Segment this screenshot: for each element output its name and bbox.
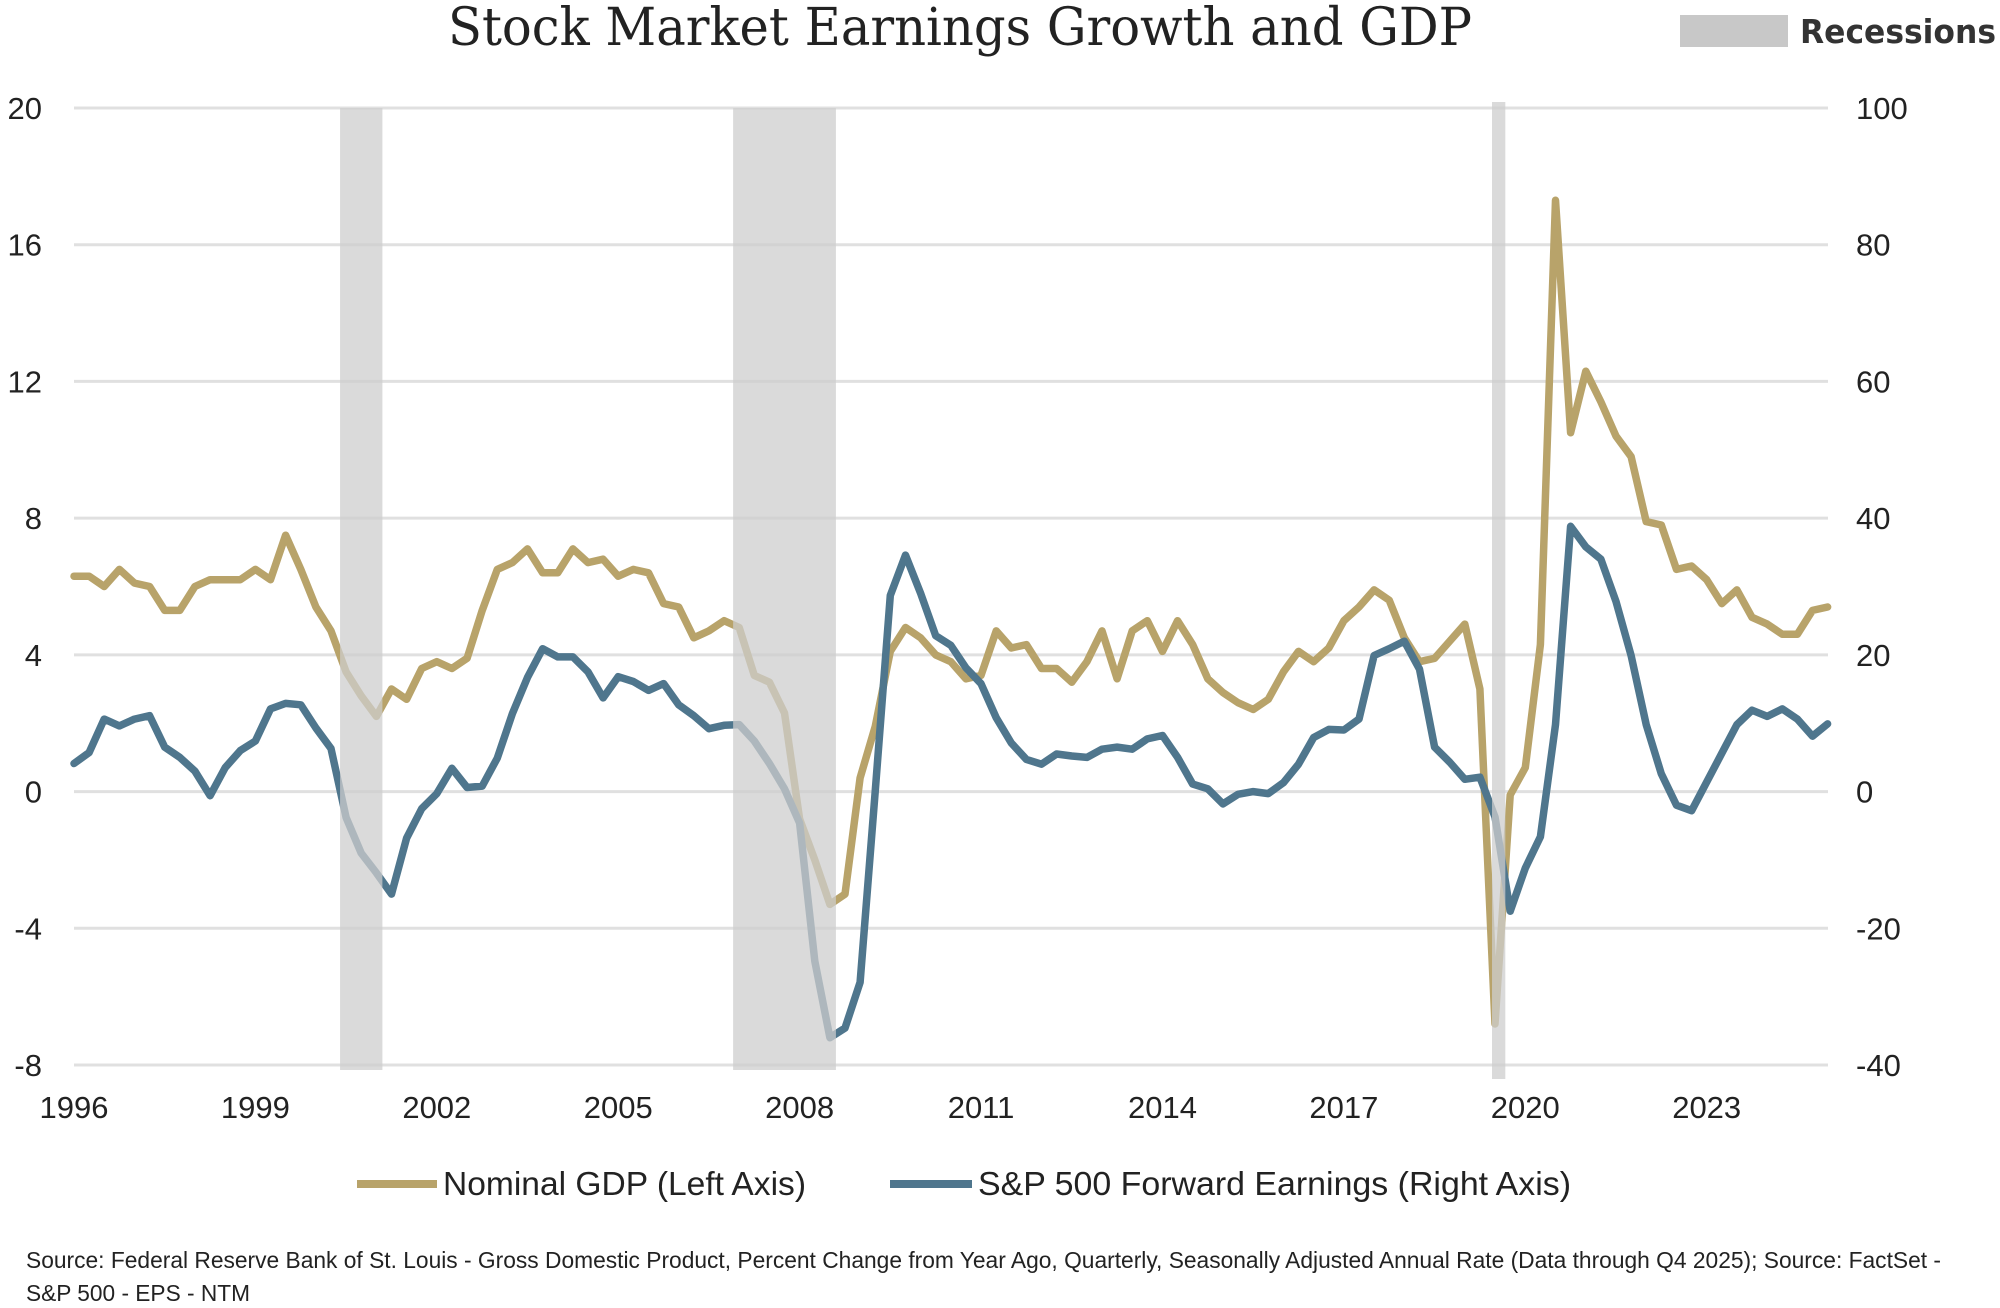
left-tick-label: 8 [25, 501, 42, 536]
left-tick-label: 0 [25, 775, 42, 810]
chart-title: Stock Market Earnings Growth and GDP [448, 0, 1472, 58]
right-tick-label: 40 [1856, 501, 1890, 536]
source-note-line2: S&P 500 - EPS - NTM [26, 1280, 250, 1306]
right-tick-label: -20 [1856, 911, 1901, 946]
legend-label-gdp: Nominal GDP (Left Axis) [443, 1165, 806, 1202]
right-tick-label: 0 [1856, 775, 1873, 810]
x-tick-label: 1999 [221, 1090, 290, 1125]
legend: Nominal GDP (Left Axis) S&P 500 Forward … [357, 1165, 1571, 1202]
recession-band [1492, 102, 1506, 1079]
right-tick-label: 60 [1856, 364, 1890, 399]
left-axis: 20 16 12 8 4 0 -4 -8 [8, 91, 42, 1083]
right-tick-label: 100 [1856, 91, 1908, 126]
recession-bands [340, 102, 1506, 1079]
left-tick-label: -8 [14, 1048, 42, 1083]
left-tick-label: 12 [8, 364, 42, 399]
x-tick-label: 2017 [1309, 1090, 1378, 1125]
x-tick-label: 2011 [948, 1090, 1015, 1125]
right-tick-label: -40 [1856, 1048, 1901, 1083]
right-tick-label: 80 [1856, 228, 1890, 263]
x-tick-label: 1996 [40, 1090, 109, 1125]
x-tick-label: 2023 [1672, 1090, 1741, 1125]
series-lines [70, 196, 1832, 1042]
x-tick-label: 2008 [765, 1090, 834, 1125]
right-axis: 100 80 60 40 20 0 -20 -40 [1856, 91, 1908, 1083]
left-tick-label: -4 [14, 911, 42, 946]
earnings-line [70, 522, 1832, 1042]
legend-label-earnings: S&P 500 Forward Earnings (Right Axis) [978, 1165, 1571, 1202]
x-tick-label: 2014 [1128, 1090, 1197, 1125]
recession-legend-swatch [1680, 15, 1788, 47]
left-tick-label: 20 [8, 91, 42, 126]
x-tick-label: 2005 [584, 1090, 653, 1125]
source-note-line1: Source: Federal Reserve Bank of St. Loui… [26, 1247, 1941, 1273]
recession-band [733, 108, 836, 1070]
recession-band [340, 108, 383, 1070]
right-tick-label: 20 [1856, 638, 1890, 673]
left-tick-label: 4 [25, 638, 42, 673]
x-tick-label: 2020 [1491, 1090, 1560, 1125]
recession-legend-label: Recessions [1800, 12, 1996, 51]
left-tick-label: 16 [8, 228, 42, 263]
x-tick-label: 2002 [402, 1090, 471, 1125]
x-axis: 1996 1999 2002 2005 2008 2011 2014 2017 2020 2023 [40, 1090, 1742, 1125]
